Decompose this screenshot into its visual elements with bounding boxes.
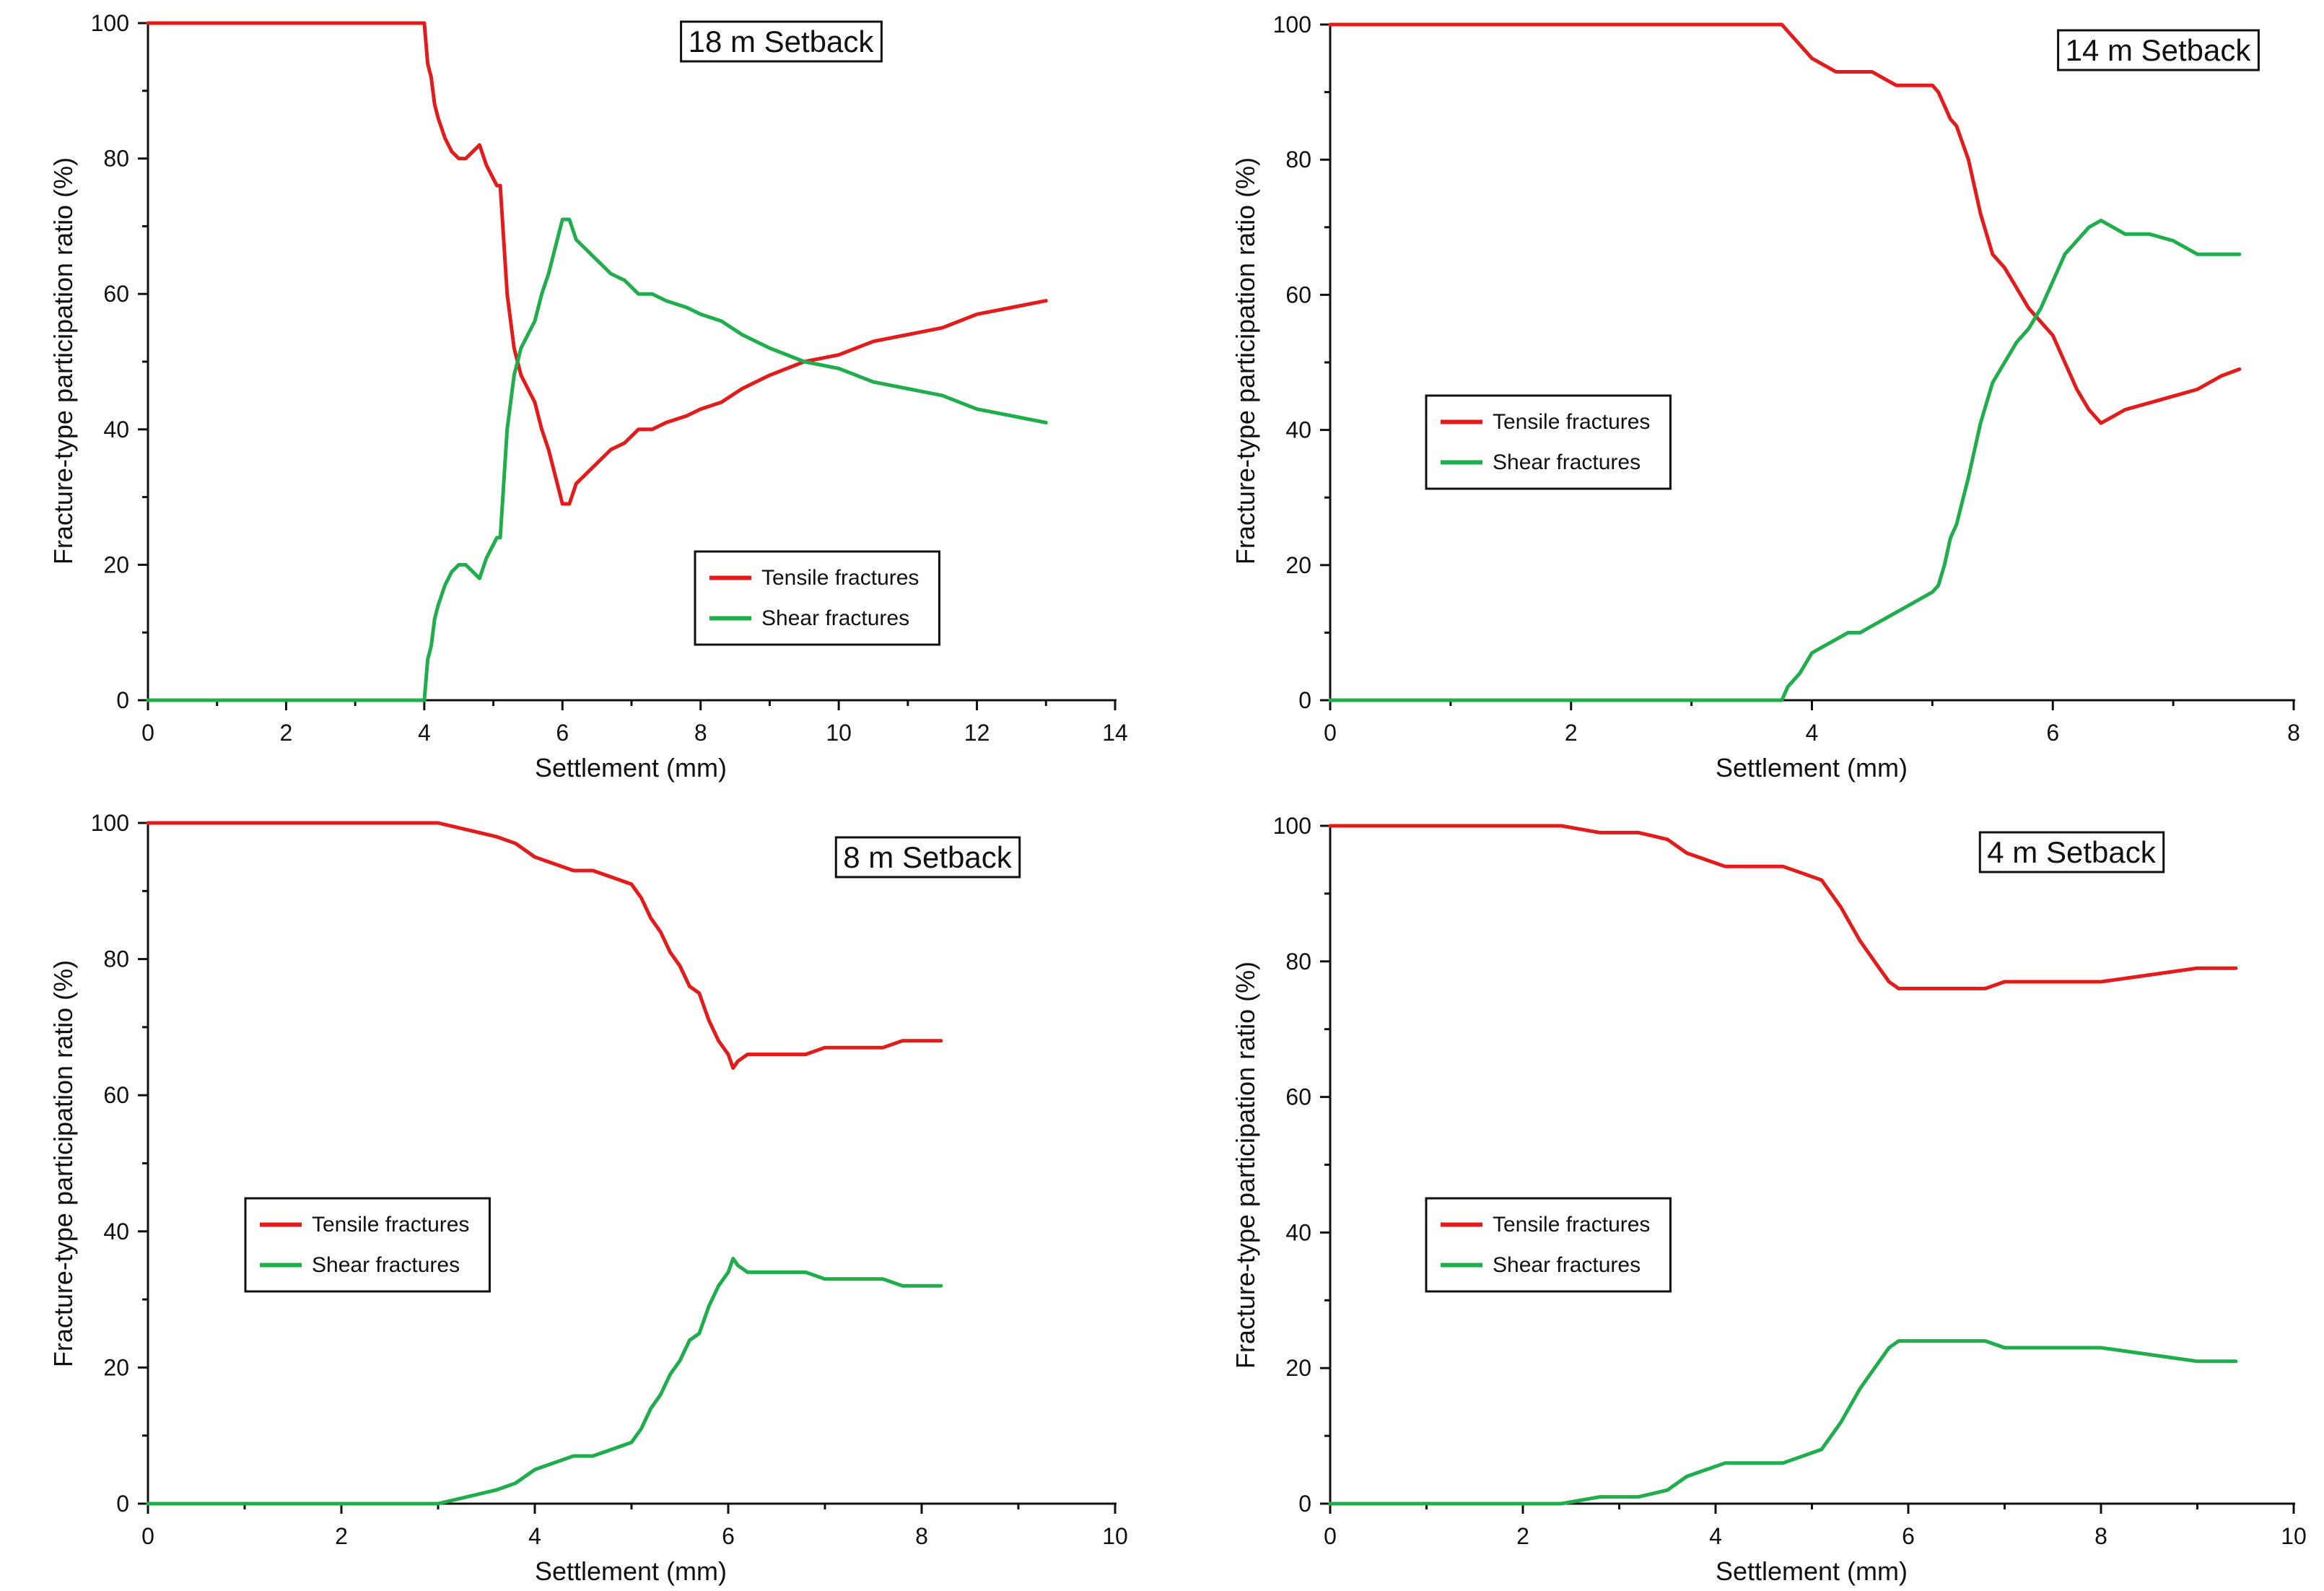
chart-panel-18m-setback: 0 20 40 60 80 100 0 2 4 6 8 10 12 14 18 m Setback Sett… [48, 10, 1128, 783]
y-tick-label: 0 [1298, 687, 1311, 713]
x-tick-label: 8 [694, 720, 707, 746]
panel-title: 18 m Setback [689, 25, 875, 58]
y-tick-label: 60 [103, 281, 129, 307]
y-tick-label: 100 [1273, 813, 1311, 839]
legend-shear-label: Shear fractures [312, 1253, 460, 1277]
y-tick-label: 0 [1298, 1491, 1311, 1517]
y-axis-title: Fracture-type participation ratio (%) [1231, 962, 1260, 1369]
y-axis-title: Fracture-type participation ratio (%) [1231, 157, 1260, 565]
y-tick-label: 20 [1285, 1355, 1311, 1381]
x-tick-label: 0 [141, 720, 154, 746]
y-tick-label: 40 [1285, 1219, 1311, 1245]
y-tick-label: 0 [116, 687, 129, 713]
y-tick-label: 100 [1273, 12, 1311, 38]
y-tick-label: 40 [1285, 417, 1311, 443]
y-tick-label: 60 [103, 1082, 129, 1108]
x-tick-label: 6 [2046, 720, 2059, 746]
x-tick-label: 8 [2287, 720, 2300, 746]
chart-panel-4m-setback: 0 20 40 60 80 100 0 2 4 6 8 10 4 m Setback Settlemen… [1231, 813, 2307, 1586]
legend-shear-label: Shear fractures [1493, 450, 1641, 474]
shear-fractures-line [1328, 218, 2242, 702]
legend-box [1425, 1197, 1672, 1293]
y-tick-label: 80 [1285, 949, 1311, 975]
x-tick-label: 2 [1516, 1523, 1529, 1549]
x-tick-label: 0 [1324, 1523, 1337, 1549]
legend-box [694, 550, 940, 646]
x-tick-label: 0 [1324, 720, 1337, 746]
y-tick-label: 60 [1285, 282, 1311, 308]
legend-shear-label: Shear fractures [761, 606, 909, 630]
y-tick-label: 60 [1285, 1084, 1311, 1110]
tensile-fractures-line [146, 21, 1048, 506]
chart-panel-14m-setback: 0 20 40 60 80 100 0 2 4 6 8 14 m Setback Settlement… [1231, 12, 2300, 783]
panel-title: 14 m Setback [2066, 33, 2252, 67]
x-tick-label: 10 [826, 720, 852, 746]
y-tick-label: 100 [91, 10, 129, 36]
shear-fractures-line [146, 1257, 943, 1506]
panel-title: 8 m Setback [843, 840, 1012, 874]
y-tick-label: 100 [91, 810, 129, 836]
y-tick-label: 80 [103, 946, 129, 972]
x-tick-label: 10 [2281, 1523, 2307, 1549]
tensile-fractures-line [1328, 22, 2242, 425]
y-tick-label: 20 [1285, 552, 1311, 578]
legend-box [1425, 394, 1672, 490]
x-tick-label: 8 [915, 1523, 928, 1549]
panel-title-box [834, 836, 1021, 879]
x-tick-label: 12 [964, 720, 990, 746]
y-tick-label: 40 [103, 1219, 129, 1245]
x-tick-label: 6 [1902, 1523, 1915, 1549]
panel-title: 4 m Setback [1987, 835, 2156, 869]
x-tick-label: 4 [1806, 720, 1819, 746]
legend-tensile-label: Tensile fractures [1493, 1213, 1650, 1237]
panel-title-box [680, 20, 883, 63]
x-tick-label: 10 [1102, 1523, 1128, 1549]
x-tick-label: 6 [556, 720, 569, 746]
x-tick-label: 2 [335, 1523, 348, 1549]
x-tick-label: 4 [418, 720, 431, 746]
y-tick-label: 40 [103, 417, 129, 443]
chart-panel-8m-setback: 0 20 40 60 80 100 0 2 4 6 8 10 8 m Setback Settlemen… [48, 810, 1128, 1586]
y-tick-label: 0 [116, 1491, 129, 1517]
legend-tensile-label: Tensile fractures [761, 566, 919, 590]
panel-title-box [1978, 831, 2165, 873]
x-axis-title: Settlement (mm) [1716, 1556, 1908, 1586]
shear-fractures-line [146, 217, 1048, 702]
y-tick-label: 80 [1285, 147, 1311, 173]
x-tick-label: 4 [1709, 1523, 1722, 1549]
tensile-fractures-line [1328, 824, 2238, 990]
y-tick-label: 80 [103, 146, 129, 172]
x-tick-label: 14 [1102, 720, 1128, 746]
y-axis-title: Fracture-type participation ratio (%) [48, 157, 78, 565]
x-tick-label: 0 [141, 1523, 154, 1549]
legend-box [244, 1197, 491, 1293]
tensile-fractures-line [146, 821, 943, 1070]
x-tick-label: 2 [1565, 720, 1578, 746]
x-tick-label: 2 [280, 720, 293, 746]
shear-fractures-line [1328, 1339, 2238, 1506]
x-axis-title: Settlement (mm) [1716, 753, 1908, 783]
legend-shear-label: Shear fractures [1493, 1253, 1641, 1277]
y-tick-label: 20 [103, 1354, 129, 1380]
x-tick-label: 4 [528, 1523, 541, 1549]
legend-tensile-label: Tensile fractures [312, 1213, 469, 1237]
x-axis-title: Settlement (mm) [535, 1556, 727, 1586]
y-tick-label: 20 [103, 552, 129, 577]
y-axis-title: Fracture-type participation ratio (%) [48, 960, 78, 1367]
panel-title-box [2057, 29, 2260, 71]
x-axis-title: Settlement (mm) [535, 753, 727, 783]
x-tick-label: 8 [2094, 1523, 2107, 1549]
legend-tensile-label: Tensile fractures [1493, 410, 1650, 434]
x-tick-label: 6 [722, 1523, 735, 1549]
